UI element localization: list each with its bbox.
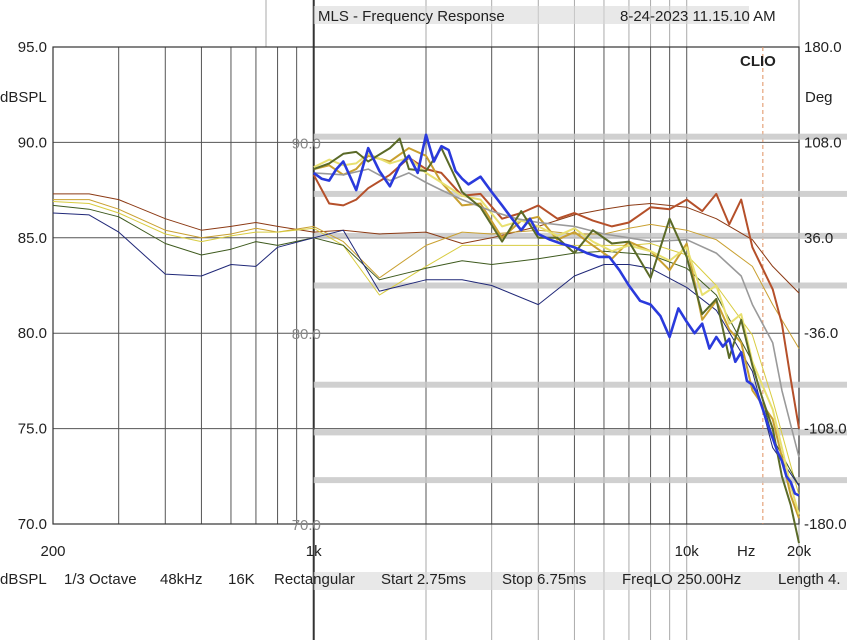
y-tick-label: 85.0 bbox=[18, 230, 47, 247]
brand-logo: CLIO bbox=[740, 53, 776, 70]
footer-window: Rectangular bbox=[274, 571, 355, 588]
y2-tick-label: -108.0 bbox=[804, 421, 847, 438]
footer-smoothing: 1/3 Octave bbox=[64, 571, 137, 588]
header-band bbox=[313, 6, 749, 24]
series-line bbox=[52, 212, 800, 487]
x-tick-label: 10k bbox=[675, 543, 700, 560]
y-tick-label: 80.0 bbox=[18, 325, 47, 342]
series-line bbox=[53, 193, 800, 294]
y2-tick-label: 36.0 bbox=[804, 230, 833, 247]
y-tick-label: 95.0 bbox=[18, 39, 47, 56]
x-tick-label: 1k bbox=[306, 543, 322, 560]
x-axis-unit: Hz bbox=[737, 543, 755, 560]
y2-tick-label: -180.0 bbox=[804, 516, 847, 533]
footer-unit: dBSPL bbox=[0, 571, 47, 588]
y-axis-label: dBSPL bbox=[0, 89, 47, 106]
footer-start: Start 2.75ms bbox=[381, 571, 466, 588]
footer-length: Length 4. bbox=[778, 571, 841, 588]
overlay-band bbox=[313, 190, 847, 197]
footer-status: dBSPL 1/3 Octave 48kHz 16K Rectangular S… bbox=[0, 571, 841, 588]
series-line bbox=[313, 137, 800, 544]
chart-title: MLS - Frequency Response bbox=[318, 8, 505, 25]
y-tick-label: 70.0 bbox=[18, 516, 47, 533]
overlay-band bbox=[313, 477, 847, 484]
overlay-band bbox=[313, 381, 847, 388]
series-line bbox=[313, 152, 800, 515]
footer-rate: 48kHz bbox=[160, 571, 203, 588]
series-line bbox=[313, 147, 800, 519]
timestamp: 8-24-2023 11.15.10 AM bbox=[620, 8, 776, 25]
overlay-bands: 90.0 80.0 70.0 bbox=[292, 6, 847, 590]
overlay-band bbox=[313, 429, 847, 436]
y-tick-label: 75.0 bbox=[18, 421, 47, 438]
footer-band bbox=[313, 572, 847, 590]
inset-y-label: 80.0 bbox=[292, 326, 321, 343]
x-tick-label: 20k bbox=[787, 543, 812, 560]
series-line bbox=[53, 199, 800, 349]
y2-tick-label: 180.0 bbox=[804, 39, 842, 56]
y2-tick-label: -36.0 bbox=[804, 325, 838, 342]
footer-size: 16K bbox=[228, 571, 255, 588]
chart-series bbox=[52, 133, 800, 544]
overlay-band bbox=[313, 133, 847, 140]
overlay-band bbox=[313, 282, 847, 289]
y2-tick-label: 108.0 bbox=[804, 134, 842, 151]
footer-stop: Stop 6.75ms bbox=[502, 571, 586, 588]
footer-freqlo: FreqLO 250.00Hz bbox=[622, 571, 741, 588]
inset-y-label: 90.0 bbox=[292, 135, 321, 152]
inset-y-label: 70.0 bbox=[292, 517, 321, 534]
tick-labels: 95.0 90.0 85.0 80.0 75.0 70.0 180.0 108.0 36.0 -3… bbox=[18, 39, 847, 560]
y2-axis-label: Deg bbox=[805, 89, 833, 106]
series-line bbox=[313, 168, 800, 458]
series-line bbox=[312, 156, 800, 429]
x-tick-label: 200 bbox=[40, 543, 65, 560]
series-line bbox=[312, 133, 800, 497]
y-tick-label: 90.0 bbox=[18, 134, 47, 151]
